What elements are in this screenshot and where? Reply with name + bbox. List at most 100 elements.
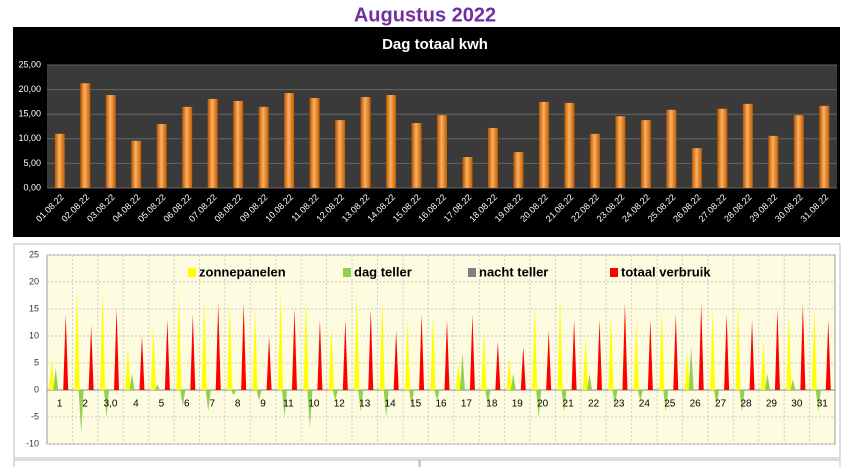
page-title: Augustus 2022 [354, 4, 496, 26]
spike [510, 373, 516, 390]
spike [129, 373, 135, 390]
x-tick-label: 22 [588, 399, 600, 410]
spike [409, 390, 415, 407]
bar [615, 116, 626, 188]
x-tick-label: 12 [334, 399, 346, 410]
bar [258, 106, 269, 188]
x-tick-label: 25 [664, 399, 676, 410]
legend-label: nacht teller [479, 264, 548, 279]
x-tick-label: 16 [435, 399, 447, 410]
y-tick-label: 20,00 [18, 84, 41, 94]
spike [383, 390, 389, 417]
spike [684, 352, 690, 390]
spike [714, 390, 720, 407]
spike [485, 390, 491, 407]
spike [332, 390, 338, 401]
spike [88, 325, 94, 390]
spike [227, 303, 233, 390]
bar [105, 95, 116, 188]
spike [688, 346, 694, 390]
legend-swatch [188, 268, 196, 277]
spike [455, 363, 461, 390]
bar [411, 123, 422, 188]
spike [597, 319, 603, 390]
spike [561, 390, 567, 412]
spike [317, 319, 323, 390]
spike [786, 314, 792, 390]
x-tick-label: 11 [283, 399, 294, 410]
bar [437, 115, 447, 188]
spike [760, 341, 766, 390]
y-tick-label: 5 [34, 357, 39, 367]
y-tick-label: 10,00 [18, 133, 41, 143]
spike [587, 373, 593, 390]
bar [640, 120, 651, 188]
spike [354, 292, 360, 390]
bar [131, 140, 142, 188]
spike [104, 390, 110, 417]
panel [13, 459, 420, 471]
x-tick-label: 8 [235, 399, 241, 410]
spike [612, 390, 618, 407]
spike [710, 309, 716, 390]
spike [231, 390, 237, 396]
y-tick-label: 25 [29, 249, 39, 259]
spike [724, 314, 730, 390]
bar [666, 109, 677, 188]
x-tick-label: 24 [639, 399, 651, 410]
bar [793, 115, 804, 188]
spike [328, 325, 334, 390]
spike [256, 390, 262, 401]
spike [291, 309, 297, 390]
y-tick-label: 15 [29, 303, 39, 313]
x-tick-label: 5 [159, 399, 165, 410]
bar [742, 103, 753, 188]
spike [764, 373, 770, 390]
spike [419, 314, 425, 390]
y-tick-label: 5,00 [23, 158, 41, 168]
spike [608, 314, 614, 390]
x-tick-label: 19 [512, 399, 524, 410]
spike [622, 303, 628, 390]
spike [637, 390, 643, 401]
spike [557, 298, 563, 390]
y-tick-label: 15,00 [18, 109, 41, 119]
spike [125, 346, 131, 390]
bar [54, 133, 65, 188]
spike [53, 368, 59, 390]
x-tick-label: 30 [791, 399, 803, 410]
spike [520, 346, 526, 390]
spike [469, 314, 475, 390]
spike [811, 309, 817, 390]
spike [114, 309, 120, 390]
bar [691, 148, 702, 188]
bar [207, 98, 218, 188]
y-tick-label: 10 [29, 330, 39, 340]
spike [180, 390, 186, 407]
spike [739, 390, 745, 412]
bar [462, 157, 473, 188]
spike [176, 292, 182, 390]
spike [495, 341, 501, 390]
legend-label: zonnepanelen [199, 264, 286, 279]
x-tick-label: 14 [385, 399, 397, 410]
spike [659, 309, 665, 390]
bar [156, 124, 167, 188]
spike [215, 303, 221, 390]
plot-area [46, 254, 836, 445]
y-tick-label: -5 [31, 411, 39, 421]
legend-swatch [343, 268, 351, 277]
y-tick-label: 20 [29, 276, 39, 286]
x-tick-label: 31 [817, 399, 829, 410]
spike [100, 292, 106, 390]
bar [487, 127, 498, 188]
spike [698, 303, 704, 390]
spike [583, 336, 589, 390]
spike [532, 303, 538, 390]
x-tick-label: 27 [715, 399, 727, 410]
spike [307, 390, 313, 428]
y-tick-label: -10 [26, 438, 39, 448]
x-tick-label: 1 [57, 399, 63, 410]
legend-swatch [468, 268, 476, 277]
